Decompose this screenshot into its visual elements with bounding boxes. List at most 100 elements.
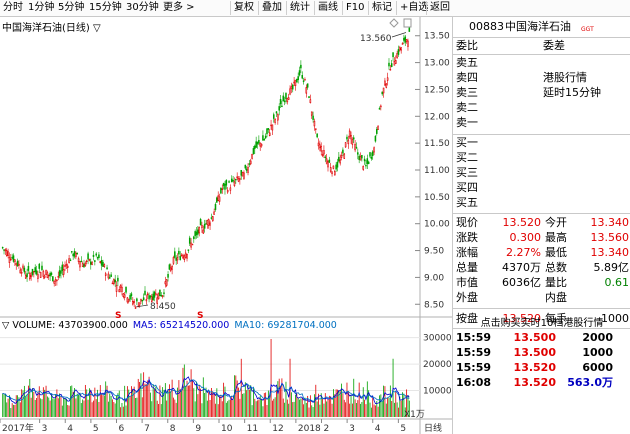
candle-body [58, 270, 61, 277]
candle-body [268, 132, 271, 136]
candle-body [64, 265, 66, 267]
candle-body [371, 151, 374, 157]
period-30min[interactable]: 30分钟 [126, 2, 159, 13]
volume-label: 总量 [456, 261, 478, 274]
price-label: 现价 [456, 216, 478, 229]
overlay-button[interactable]: 叠加 [258, 1, 285, 15]
candle-body [193, 236, 195, 239]
candle-body [66, 265, 69, 268]
draw-line-button[interactable]: 画线 [314, 1, 341, 15]
outer-label: 外盘 [456, 291, 478, 304]
candle-body [68, 258, 70, 263]
candle-body [245, 168, 248, 171]
f10-button[interactable]: F10 [342, 1, 367, 15]
candle-body [297, 76, 299, 81]
day-line-label[interactable]: 日线 [424, 422, 442, 434]
candle-body [403, 37, 405, 41]
candle-body [277, 114, 279, 121]
candle-body [191, 243, 194, 246]
candle-body [325, 158, 328, 164]
candle-body [164, 281, 167, 285]
candle-body [336, 161, 339, 168]
ask-label: 卖四 [456, 71, 478, 84]
candle-body [151, 296, 153, 302]
candle-body [279, 98, 282, 105]
candle-body [369, 152, 371, 157]
x-tick-label: 6 [119, 424, 125, 434]
candle-body [184, 252, 187, 258]
candle-body [331, 171, 333, 175]
candle-body [19, 269, 22, 274]
candle-body [389, 69, 392, 71]
stats-button[interactable]: 统计 [286, 1, 313, 15]
candle-body [392, 52, 394, 58]
candle-body [115, 285, 118, 292]
kline-chart[interactable]: 13.50 13.00 12.50 12.00 11.50 11.00 10.50 10.00… [0, 17, 452, 434]
candle-body [267, 128, 270, 130]
candle-body [60, 270, 62, 274]
candle-body [157, 292, 160, 300]
candle-body [35, 270, 38, 275]
candle-body [159, 289, 161, 297]
period-more[interactable]: 更多 > [163, 2, 195, 13]
candle-body [232, 180, 234, 182]
add-watchlist-button[interactable]: +自选 [396, 1, 431, 15]
candle-body [161, 295, 164, 297]
period-1min[interactable]: 1分钟 [28, 2, 55, 13]
chart-title: 中国海洋石油(日线) ▽ [2, 23, 101, 34]
bid-label: 买五 [456, 196, 478, 209]
back-button[interactable]: 返回 [426, 1, 453, 15]
candle-body [388, 62, 390, 67]
candle-body [91, 262, 93, 265]
candle-body [188, 237, 191, 244]
kline-svg[interactable]: 13.50 13.00 12.50 12.00 11.50 11.00 10.50 10.00… [0, 17, 452, 434]
candle-body [306, 83, 309, 88]
candle-body [244, 164, 247, 169]
ask-row: 卖五 [453, 55, 630, 70]
adjust-button[interactable]: 复权 [230, 1, 257, 15]
candle-body [315, 128, 317, 130]
period-intraday[interactable]: 分时 [3, 2, 23, 13]
ask-label: 卖一 [456, 116, 478, 129]
stock-name: 中国海洋石油 [505, 20, 571, 33]
candle-body [376, 128, 378, 134]
candle-body [287, 97, 290, 100]
candle-body [352, 137, 355, 140]
y-tick-label: 12.00 [424, 112, 450, 122]
x-tick-label: 5 [400, 424, 406, 434]
candle-body [270, 124, 272, 127]
volume-value: 4370万 [502, 261, 541, 274]
candle-body [217, 195, 219, 202]
candle-body [293, 81, 295, 84]
period-5min[interactable]: 5分钟 [58, 2, 85, 13]
candle-body [107, 273, 110, 279]
candle-body [259, 142, 261, 147]
candle-body [207, 219, 210, 226]
change-value: 0.300 [509, 231, 542, 244]
open-price: 13.340 [590, 216, 630, 229]
candle-body [264, 135, 267, 139]
candle-body [384, 80, 386, 86]
volratio-value: 0.61 [604, 276, 630, 289]
ask-row: 卖一 [453, 115, 630, 130]
candle-body [241, 171, 244, 177]
period-15min[interactable]: 15分钟 [89, 2, 122, 13]
trade-row: 16:08 13.520 563.0万 [453, 375, 630, 390]
candle-body [363, 158, 366, 162]
mark-button[interactable]: 标记 [368, 1, 395, 15]
trade-qty: 2000 [582, 331, 613, 344]
trade-time: 15:59 [456, 361, 492, 374]
candle-body [210, 217, 213, 219]
candle-body [298, 70, 301, 76]
candle-body [351, 139, 354, 145]
candle-body [92, 254, 95, 257]
candle-body [271, 124, 274, 131]
ggt-tag: GGT [581, 26, 594, 33]
candle-body [229, 187, 232, 191]
candle-body [281, 105, 283, 108]
candle-body [94, 260, 96, 262]
buy-realtime-link[interactable]: 点击购买实时10档港股行情 [480, 318, 604, 329]
candle-body [168, 264, 171, 270]
candle-body [255, 141, 257, 148]
candle-body [71, 251, 73, 253]
